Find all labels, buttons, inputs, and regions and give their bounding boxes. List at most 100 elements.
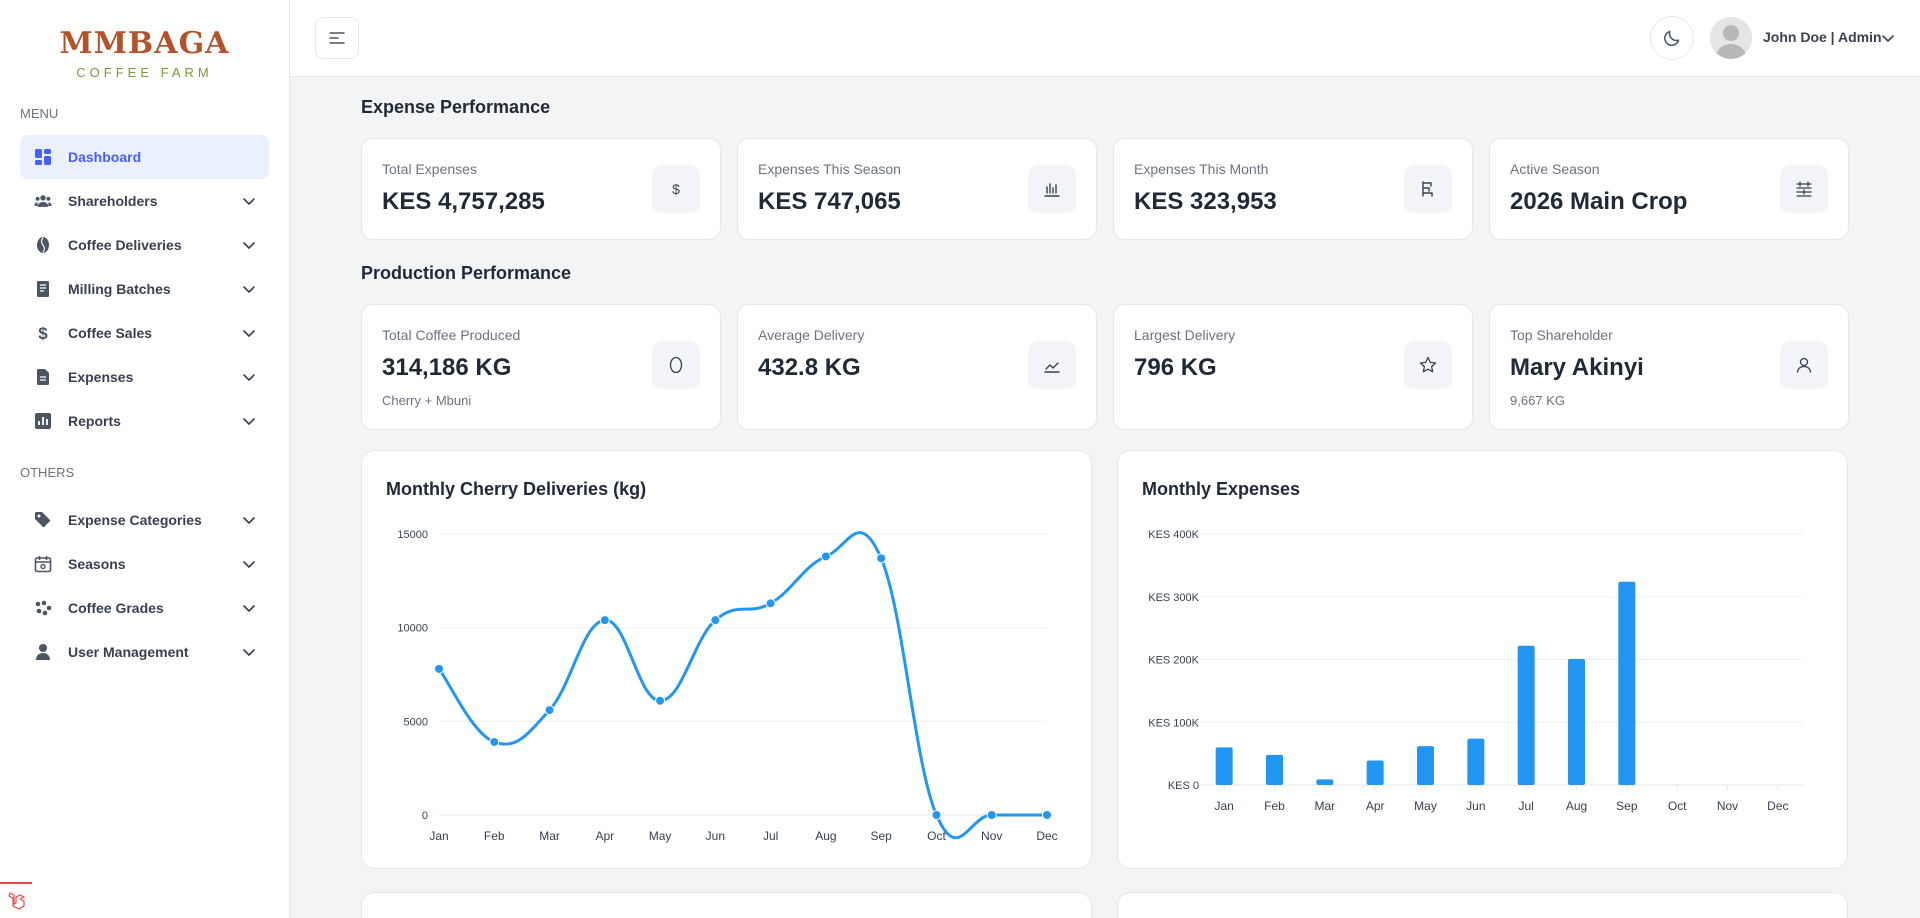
top-header: John Doe | Admin: [290, 0, 1920, 77]
sidebar-item-dashboard[interactable]: Dashboard: [20, 135, 269, 179]
bar-jan[interactable]: [1215, 747, 1233, 785]
chevron-down-icon[interactable]: [241, 369, 257, 385]
data-point-dec[interactable]: [1042, 810, 1052, 820]
x-tick-label: Jan: [429, 829, 448, 843]
bar-aug[interactable]: [1568, 658, 1585, 785]
stat-label: Expenses This Season: [758, 161, 901, 177]
star-icon: [1404, 341, 1452, 389]
y-tick-label: KES 200K: [1148, 655, 1199, 667]
stat-value: 432.8 KG: [758, 354, 861, 381]
stat-value: 796 KG: [1134, 354, 1217, 381]
user-icon: [34, 643, 52, 661]
sidebar-item-label: User Management: [68, 644, 189, 660]
sidebar-item-milling-batches[interactable]: Milling Batches: [20, 267, 269, 311]
bar-may[interactable]: [1417, 746, 1434, 785]
y-tick-label: KES 0: [1168, 780, 1199, 792]
stat-label: Expenses This Month: [1134, 161, 1269, 177]
chevron-down-icon[interactable]: [241, 237, 257, 253]
sidebar: MMBAGA COFFEE FARM MENU Dashboard Shareho…: [0, 0, 290, 918]
sidebar-item-reports[interactable]: Reports: [20, 399, 269, 443]
bar-feb[interactable]: [1266, 754, 1283, 785]
stat-card-active-season: Active Season 2026 Main Crop: [1489, 138, 1849, 240]
data-point-oct[interactable]: [931, 810, 942, 820]
sidebar-item-expense-categories[interactable]: Expense Categories: [20, 498, 269, 542]
sidebar-item-shareholders[interactable]: Shareholders: [20, 179, 269, 223]
theme-toggle-button[interactable]: [1650, 16, 1694, 60]
data-point-nov[interactable]: [986, 810, 997, 820]
x-tick-label: Mar: [539, 829, 560, 843]
laravel-debug-badge[interactable]: [0, 882, 32, 918]
stat-value: Mary Akinyi: [1510, 354, 1644, 381]
series-line: [437, 531, 1048, 840]
dots-icon: [34, 599, 52, 617]
brand-logo[interactable]: MMBAGA COFFEE FARM: [0, 0, 289, 92]
sidebar-item-coffee-deliveries[interactable]: Coffee Deliveries: [20, 223, 269, 267]
bar-chart-icon: [34, 412, 52, 430]
bar-jun[interactable]: [1467, 738, 1485, 785]
data-point-may[interactable]: [655, 695, 666, 706]
data-point-feb[interactable]: [489, 736, 500, 747]
stat-card-total-expenses: Total Expenses KES 4,757,285 $: [361, 138, 721, 240]
x-tick-label: Sep: [1616, 799, 1638, 813]
y-tick-label: KES 300K: [1148, 592, 1199, 604]
bar-jul[interactable]: [1517, 645, 1535, 785]
x-tick-label: Nov: [981, 829, 1002, 843]
data-point-apr[interactable]: [599, 615, 610, 626]
chevron-down-icon[interactable]: [1880, 30, 1896, 46]
stat-value: KES 323,953: [1134, 188, 1277, 215]
moon-icon: [1664, 30, 1680, 46]
production-section-title: Production Performance: [361, 263, 572, 283]
dollar-icon: $: [652, 165, 700, 213]
y-tick-label: 0: [422, 810, 428, 822]
data-point-sep[interactable]: [876, 553, 887, 564]
sidebar-item-seasons[interactable]: Seasons: [20, 542, 269, 586]
chevron-down-icon[interactable]: [241, 644, 257, 660]
bar-apr[interactable]: [1366, 760, 1384, 785]
x-tick-label: Oct: [1668, 799, 1687, 813]
stat-label: Top Shareholder: [1510, 327, 1613, 343]
sidebar-item-expenses[interactable]: Expenses: [20, 355, 269, 399]
stat-card-total-coffee-produced: Total Coffee Produced 314,186 KG Cherry + …: [361, 304, 721, 430]
grid-icon: [34, 148, 52, 166]
stat-card-expenses-this-month: Expenses This Month KES 323,953: [1113, 138, 1473, 240]
stat-card-expenses-this-season: Expenses This Season KES 747,065: [737, 138, 1097, 240]
chevron-down-icon[interactable]: [241, 281, 257, 297]
user-name[interactable]: John Doe | Admin: [1763, 29, 1882, 45]
sidebar-toggle-button[interactable]: [315, 17, 359, 59]
y-tick-label: 10000: [397, 623, 428, 635]
data-point-mar[interactable]: [544, 705, 555, 716]
chevron-down-icon[interactable]: [241, 512, 257, 528]
x-tick-label: Jun: [1466, 799, 1485, 813]
data-point-jan[interactable]: [434, 663, 444, 674]
user-avatar[interactable]: [1710, 17, 1752, 59]
sidebar-item-coffee-grades[interactable]: Coffee Grades: [20, 586, 269, 630]
chevron-down-icon[interactable]: [241, 556, 257, 572]
stat-subtext: Cherry + Mbuni: [382, 393, 472, 408]
x-tick-label: Nov: [1717, 799, 1738, 813]
cherry-deliveries-line-chart: 0 5000 10000 15000 Jan Feb Mar Apr May Jun Jul Aug S…: [397, 529, 1057, 843]
stat-label: Average Delivery: [758, 327, 865, 343]
chevron-down-icon[interactable]: [241, 325, 257, 341]
chevron-down-icon[interactable]: [241, 413, 257, 429]
data-point-jun[interactable]: [710, 615, 721, 626]
stat-label: Total Expenses: [382, 161, 477, 177]
calendar-icon: [34, 555, 52, 573]
sidebar-item-label: Coffee Deliveries: [68, 237, 182, 253]
chevron-down-icon[interactable]: [241, 600, 257, 616]
bar-chart-icon: [1028, 165, 1076, 213]
bar-mar[interactable]: [1316, 779, 1334, 785]
stat-label: Active Season: [1510, 161, 1600, 177]
chevron-down-icon[interactable]: [241, 193, 257, 209]
x-tick-label: Feb: [484, 829, 505, 843]
sidebar-item-label: Milling Batches: [68, 281, 171, 297]
bar-sep[interactable]: [1618, 581, 1636, 785]
stat-value: KES 4,757,285: [382, 188, 545, 215]
sidebar-item-label: Shareholders: [68, 193, 158, 209]
x-tick-label: Oct: [927, 829, 946, 843]
sidebar-item-user-management[interactable]: User Management: [20, 630, 269, 674]
data-point-aug[interactable]: [820, 551, 831, 562]
data-point-jul[interactable]: [765, 598, 776, 609]
laravel-logo-icon: [8, 892, 25, 910]
monthly-expenses-bar-chart: KES 0 KES 100K KES 200K KES 300K KES 400K Jan…: [1148, 529, 1803, 813]
sidebar-item-coffee-sales[interactable]: $ Coffee Sales: [20, 311, 269, 355]
